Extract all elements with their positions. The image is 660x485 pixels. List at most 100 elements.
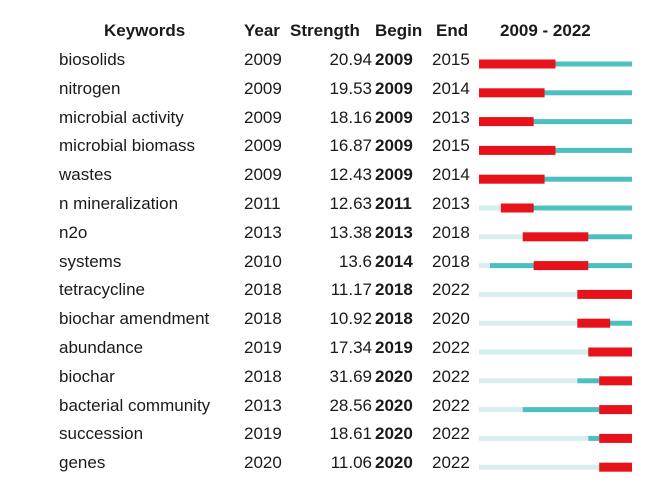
inactive-segment [479,378,578,384]
year-value: 2019 [244,424,282,444]
begin-year: 2018 [375,309,413,329]
begin-year: 2009 [375,50,413,69]
year-value: 2018 [244,366,282,386]
active-segment [522,407,632,413]
begin-year: 2009 [375,165,413,185]
keyword-label: systems [59,251,122,271]
end-year: 2022 [432,395,470,415]
inactive-segment [479,291,578,297]
keyword-label: wastes [59,165,112,185]
strength-value: 18.16 [329,107,372,127]
begin-year: 2018 [375,280,413,300]
end-year: 2022 [432,338,470,357]
strength-value: 20.94 [329,50,372,69]
keyword-label: nitrogen [59,78,121,98]
active-segment [479,90,632,96]
keyword-label: abundance [59,338,144,357]
year-value: 2013 [244,222,282,242]
begin-year: 2009 [375,107,413,127]
end-year: 2015 [432,136,470,156]
strength-value: 19.53 [329,78,372,98]
end-year: 2014 [432,165,470,185]
inactive-segment [479,205,501,211]
year-value: 2019 [244,338,282,357]
strength-value: 13.38 [329,222,372,242]
burst-bar [599,462,632,472]
strength-value: 28.56 [329,395,372,415]
burst-bar [588,347,632,357]
active-segment [479,119,632,125]
end-year: 2022 [432,280,470,300]
burst-bar [479,88,545,98]
burst-bar [522,232,589,242]
burst-bar [500,203,534,213]
keyword-label: microbial activity [59,107,184,127]
header-keywords: Keywords [104,21,186,40]
begin-year: 2020 [375,395,413,415]
strength-value: 17.34 [329,338,372,357]
year-value: 2011 [244,194,281,213]
keyword-label: genes [59,453,106,473]
burst-bar [599,376,632,386]
inactive-segment [479,263,490,269]
begin-year: 2009 [375,136,413,156]
year-value: 2009 [244,78,282,98]
strength-value: 12.63 [329,194,372,213]
keyword-label: n2o [59,222,88,242]
end-year: 2013 [432,107,470,127]
burst-bar [479,117,534,127]
burst-bar [599,405,632,415]
burst-bar [533,261,589,271]
keyword-label: biochar amendment [59,309,210,329]
keyword-label: tetracycline [59,280,145,300]
inactive-segment [479,234,523,240]
begin-year: 2011 [375,194,412,213]
inactive-segment [479,435,589,441]
burst-bar [577,318,611,328]
begin-year: 2020 [375,453,413,473]
header-begin: Begin [375,21,423,40]
end-year: 2022 [432,453,470,473]
strength-value: 31.69 [329,366,372,386]
end-year: 2015 [432,50,470,69]
keyword-label: succession [59,424,144,444]
end-year: 2022 [432,366,470,386]
strength-value: 18.61 [329,424,372,444]
active-segment [500,205,632,211]
burst-bar [479,174,545,184]
begin-year: 2020 [375,424,413,444]
burst-bar [577,289,632,299]
header-end: End [436,21,469,40]
begin-year: 2009 [375,78,413,98]
burst-bar [599,433,632,443]
end-year: 2018 [432,222,470,242]
end-year: 2013 [432,194,470,213]
keyword-label: microbial biomass [59,136,196,156]
year-value: 2010 [244,251,282,271]
strength-value: 10.92 [329,309,372,329]
inactive-segment [479,320,578,326]
year-value: 2009 [244,136,282,156]
end-year: 2022 [432,424,470,444]
strength-value: 16.87 [329,136,372,156]
inactive-segment [479,464,600,470]
strength-value: 11.06 [330,453,372,473]
year-value: 2018 [244,280,282,300]
burst-bar [479,59,556,69]
begin-year: 2019 [375,338,413,357]
begin-year: 2013 [375,222,413,242]
inactive-segment [479,407,523,413]
year-value: 2009 [244,50,282,69]
keyword-label: bacterial community [59,395,211,415]
strength-value: 13.6 [338,251,372,271]
strength-value: 12.43 [329,165,372,185]
end-year: 2020 [432,309,470,329]
begin-year: 2014 [375,251,413,271]
active-segment [479,176,632,182]
strength-value: 11.17 [330,280,372,300]
year-value: 2009 [244,107,282,127]
header-year: Year [244,21,280,40]
keyword-label: n mineralization [59,194,179,213]
year-value: 2018 [244,309,282,329]
header-strength: Strength [290,21,360,40]
